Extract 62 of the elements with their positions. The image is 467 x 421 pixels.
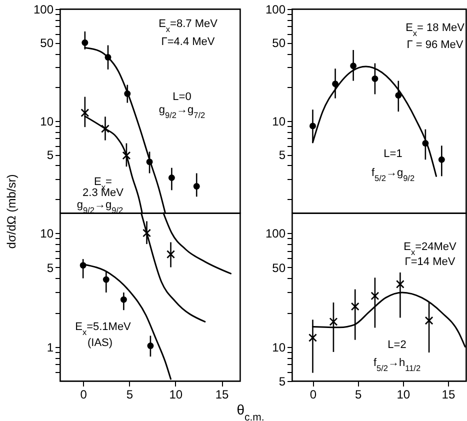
point bbox=[329, 317, 338, 326]
annotation: Γ = 96 MeV bbox=[406, 39, 464, 51]
point bbox=[100, 124, 110, 133]
y-tick-label: 5 bbox=[278, 148, 286, 162]
x-tick-label: 10 bbox=[396, 388, 410, 402]
point bbox=[350, 302, 360, 311]
y-tick-label: 10 bbox=[40, 226, 54, 241]
x-tick-label: 10 bbox=[169, 388, 183, 402]
y-axis-title: dσ/dΩ (mb/sr) bbox=[4, 174, 18, 249]
y-tick-label: 50 bbox=[272, 36, 286, 50]
point bbox=[120, 296, 127, 303]
y-tick-label: 5 bbox=[278, 374, 286, 388]
point bbox=[350, 62, 357, 70]
annotation: E$_{x}$=5.1MeV bbox=[75, 321, 132, 336]
point bbox=[80, 108, 90, 118]
point bbox=[193, 183, 200, 190]
point bbox=[309, 122, 316, 130]
y-tick-label: 100 bbox=[265, 226, 286, 241]
x-axis-title: θ$_{c.m.}$ bbox=[236, 402, 264, 421]
x-tick-label: 15 bbox=[215, 388, 230, 402]
y-tick-label: 5 bbox=[46, 148, 54, 162]
annotation: Γ=4.4 MeV bbox=[161, 36, 216, 48]
point bbox=[82, 39, 88, 46]
annotation: E$_{x}$=8.7 MeV bbox=[158, 18, 218, 34]
annotation: L=1 bbox=[384, 148, 402, 160]
annotation: E$_{x}$= 18 MeV bbox=[406, 22, 466, 38]
x-tick-label: 5 bbox=[126, 388, 134, 402]
y-tick-label: 10 bbox=[40, 114, 54, 128]
annotation: f$_{5/2}$→g$_{9/2}$ bbox=[371, 167, 415, 182]
point bbox=[370, 292, 380, 300]
annotation: (IAS) bbox=[87, 337, 113, 349]
point bbox=[168, 174, 175, 181]
annotation: L=0 bbox=[172, 91, 192, 103]
point bbox=[396, 280, 404, 288]
y-tick-label: 100 bbox=[265, 2, 286, 16]
point bbox=[166, 250, 176, 259]
point bbox=[147, 342, 154, 350]
y-tick-label: 5 bbox=[46, 260, 54, 275]
y-tick-label: 10 bbox=[272, 114, 286, 128]
point bbox=[332, 80, 339, 88]
y-tick-label: 100 bbox=[33, 2, 54, 16]
annotation: E$_{x}$=24MeV bbox=[404, 241, 458, 256]
annotation: g$_{9/2}$→g$_{7/2}$ bbox=[158, 104, 206, 120]
annotation: f$_{5/2}$→h$_{11/2}$ bbox=[373, 357, 421, 372]
point bbox=[142, 228, 152, 238]
y-tick-label: 50 bbox=[40, 36, 54, 50]
point bbox=[438, 156, 445, 163]
annotation: L=2 bbox=[388, 339, 406, 351]
y-tick-label: 50 bbox=[272, 260, 286, 275]
point bbox=[102, 276, 110, 283]
x-tick-label: 15 bbox=[442, 388, 456, 402]
y-tick-label: 1 bbox=[46, 340, 54, 354]
annotation: Γ=14 MeV bbox=[404, 256, 456, 268]
x-tick-label: 0 bbox=[80, 388, 88, 402]
y-tick-label: 10 bbox=[272, 340, 286, 354]
x-tick-label: 5 bbox=[354, 388, 362, 402]
point bbox=[308, 334, 317, 342]
point bbox=[372, 75, 378, 82]
x-tick-label: 0 bbox=[310, 388, 317, 402]
point bbox=[424, 316, 434, 325]
point bbox=[122, 151, 131, 160]
point bbox=[395, 92, 402, 99]
